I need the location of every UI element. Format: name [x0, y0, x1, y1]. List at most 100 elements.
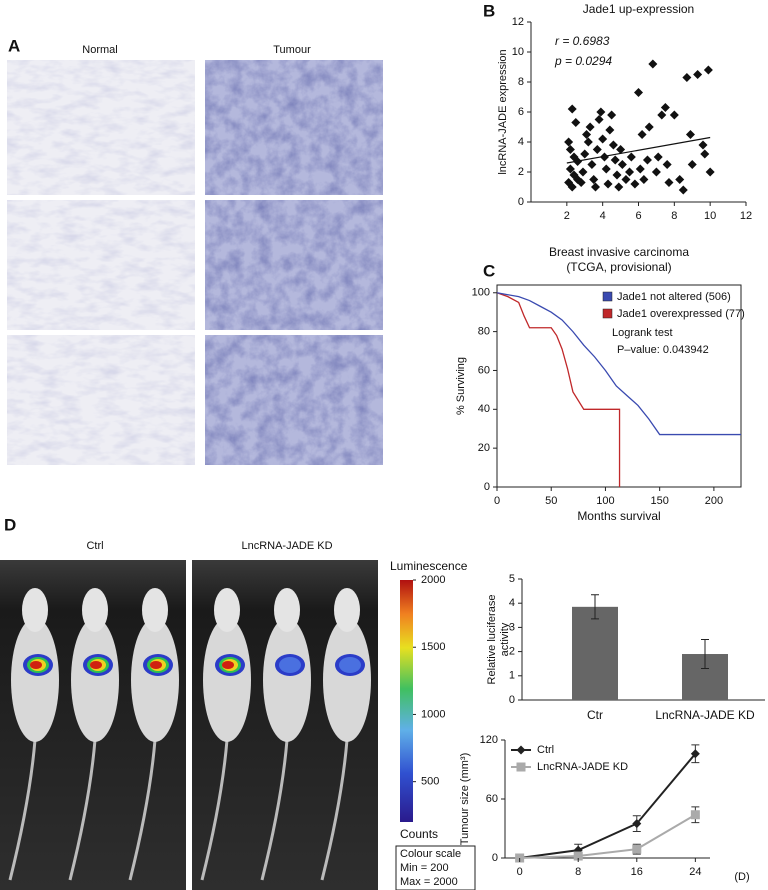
annotation: p = 0.0294 — [554, 54, 612, 68]
y-tick-label: 100 — [472, 287, 490, 299]
mouse-head — [142, 588, 168, 632]
mouse-body — [71, 618, 119, 742]
mouse-tail — [8, 739, 37, 881]
colorbar — [400, 580, 413, 822]
marker — [662, 160, 672, 169]
legend-label: Ctrl — [537, 744, 554, 756]
marker — [516, 762, 526, 772]
y-tick-label: 3 — [509, 621, 515, 633]
marker — [582, 130, 592, 139]
y-tick-label: 12 — [512, 16, 524, 28]
y-tick-label: 0 — [492, 852, 498, 864]
marker — [587, 160, 597, 169]
marker — [608, 140, 618, 150]
colorbar-note: Colour scale — [400, 848, 461, 860]
marker — [639, 175, 649, 184]
chart-title: Breast invasive carcinoma — [549, 245, 689, 259]
bar — [572, 606, 618, 700]
marker — [571, 118, 581, 127]
chart-title: (TCGA, provisional) — [566, 260, 671, 274]
mouse-tail — [128, 739, 157, 881]
marker — [565, 164, 575, 174]
colorbar-tick-label: 1000 — [421, 708, 445, 720]
legend-label: LncRNA-JADE KD — [537, 761, 628, 773]
marker — [632, 844, 642, 854]
x-tick-label: Ctr — [587, 708, 603, 722]
marker — [580, 149, 590, 159]
marker — [625, 167, 635, 177]
y-tick-label: 10 — [512, 46, 524, 58]
marker — [693, 70, 703, 79]
marker — [705, 167, 715, 177]
marker — [690, 810, 700, 820]
marker — [632, 819, 642, 829]
marker — [598, 134, 608, 144]
mouse-tail — [260, 739, 289, 881]
panel-letter: C — [483, 261, 495, 280]
signal — [339, 657, 361, 673]
annotation: P–value: 0.043942 — [617, 344, 709, 356]
legend-label: Jade1 not altered (506) — [617, 291, 731, 303]
mouse-body — [131, 618, 179, 742]
marker — [657, 110, 667, 120]
marker — [596, 107, 606, 117]
y-tick-label: 0 — [484, 481, 490, 493]
marker — [630, 179, 640, 189]
marker — [591, 182, 600, 192]
y-tick-label: 5 — [509, 573, 515, 585]
trend-line — [566, 136, 711, 164]
x-tick-label: 24 — [689, 866, 701, 878]
x-tick-label: 100 — [596, 495, 614, 507]
legend-swatch — [602, 308, 613, 319]
signal — [30, 661, 42, 669]
series-line — [519, 753, 697, 859]
marker — [617, 160, 627, 169]
marker — [642, 155, 652, 165]
colorbar-title: Luminescence — [390, 559, 468, 573]
y-tick-label: 0 — [509, 694, 515, 706]
mouse-tail — [68, 739, 97, 881]
marker — [607, 110, 617, 120]
marker — [601, 164, 611, 174]
micrograph-texture — [205, 200, 383, 330]
marker — [614, 182, 624, 192]
x-tick-label: 4 — [600, 210, 606, 222]
marker — [599, 152, 609, 162]
marker — [594, 115, 604, 124]
marker — [678, 185, 688, 195]
legend-swatch — [602, 291, 613, 302]
signal — [222, 661, 234, 669]
marker — [605, 125, 615, 135]
colorbar-unit: Counts — [400, 827, 438, 841]
x-tick-label: 8 — [575, 866, 581, 878]
mouse-head — [22, 588, 48, 632]
marker — [675, 175, 685, 184]
micrograph-texture — [7, 335, 195, 465]
mouse-tail — [200, 739, 229, 881]
axes — [504, 740, 710, 859]
image-label: LncRNA-JADE KD — [241, 540, 332, 552]
mouse-tail — [320, 739, 349, 881]
marker — [698, 140, 708, 150]
marker — [703, 65, 713, 75]
marker — [589, 175, 599, 184]
marker — [660, 103, 670, 112]
survival-line — [496, 292, 741, 436]
x-tick-label: LncRNA-JADE KD — [655, 708, 755, 722]
survival-line — [496, 292, 621, 487]
x-tick-label: 200 — [705, 495, 723, 507]
marker — [621, 175, 631, 184]
marker — [516, 745, 526, 755]
marker — [616, 145, 626, 154]
colorbar-tick-label: 500 — [421, 776, 439, 788]
column-label: Tumour — [273, 44, 311, 56]
y-tick-label: 120 — [480, 734, 498, 746]
marker — [626, 152, 636, 162]
x-tick-label: 0 — [517, 866, 523, 878]
micrograph-texture — [205, 335, 383, 465]
mouse-head — [82, 588, 108, 632]
legend-label: Jade1 overexpressed (77) — [617, 308, 745, 320]
y-tick-label: 40 — [478, 403, 490, 415]
column-label: Normal — [82, 44, 117, 56]
